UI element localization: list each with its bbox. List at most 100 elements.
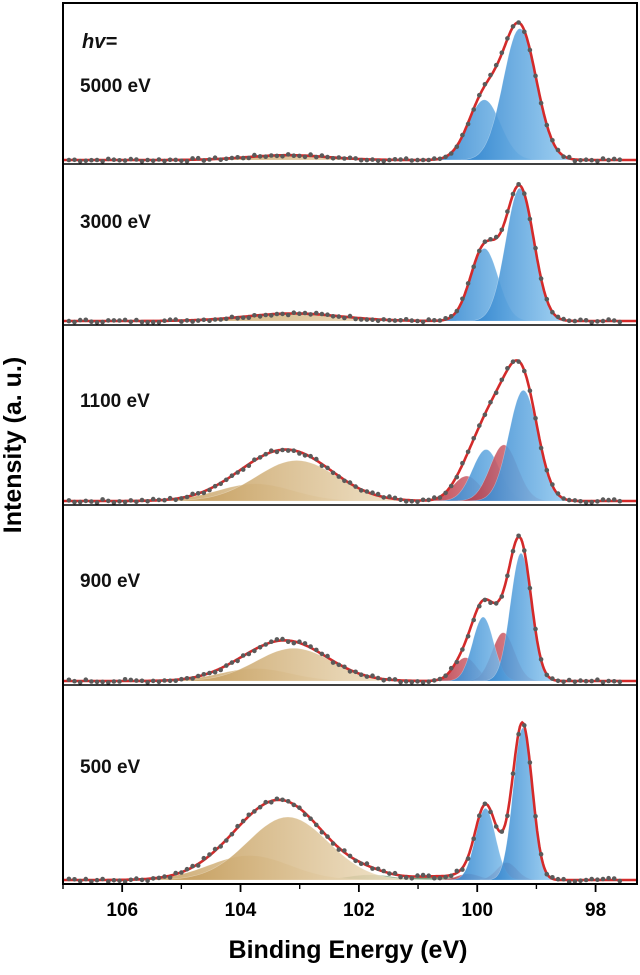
data-point	[347, 669, 353, 674]
data-point	[184, 494, 190, 500]
data-point	[583, 318, 589, 323]
data-point	[488, 399, 493, 405]
data-point	[465, 121, 471, 127]
data-point	[493, 390, 499, 396]
data-point	[330, 314, 336, 319]
data-point	[184, 676, 190, 681]
data-point	[544, 122, 550, 128]
data-point	[139, 319, 145, 325]
data-point	[606, 497, 611, 503]
data-point	[134, 678, 139, 683]
data-point	[308, 453, 313, 459]
data-point	[460, 132, 465, 138]
data-point	[257, 154, 263, 159]
data-point	[572, 679, 578, 685]
data-point	[224, 663, 229, 668]
data-point	[561, 876, 566, 882]
data-point	[218, 844, 223, 849]
data-point	[347, 480, 353, 485]
data-point	[325, 834, 330, 839]
data-point	[167, 317, 173, 323]
data-point	[162, 874, 167, 879]
data-point	[550, 138, 555, 143]
fit-envelope	[63, 535, 637, 683]
data-point	[128, 156, 134, 162]
data-point	[252, 648, 257, 654]
data-point	[167, 157, 173, 163]
data-point	[117, 679, 122, 684]
data-point	[510, 24, 516, 29]
data-point	[375, 866, 381, 872]
data-point	[291, 153, 297, 158]
data-point	[364, 489, 370, 494]
data-point	[106, 680, 111, 685]
data-point	[437, 495, 443, 500]
data-point	[319, 153, 325, 158]
data-point	[235, 470, 240, 475]
data-point	[314, 822, 319, 828]
data-point	[493, 234, 499, 240]
data-point	[139, 159, 145, 164]
fit-envelope	[63, 359, 637, 503]
data-point	[274, 311, 280, 317]
x-tick-label: 106	[106, 900, 138, 921]
data-point	[145, 157, 150, 163]
data-point	[100, 159, 105, 164]
data-point	[370, 157, 375, 162]
data-point	[471, 264, 477, 270]
data-point	[179, 870, 184, 875]
data-point	[617, 319, 623, 325]
data-point	[285, 152, 291, 157]
data-point	[128, 677, 134, 683]
data-point	[162, 497, 167, 503]
data-point	[544, 871, 550, 877]
data-point	[443, 490, 448, 496]
data-point	[611, 318, 617, 323]
data-point	[224, 156, 229, 162]
data-point	[566, 154, 572, 160]
data-point	[218, 157, 223, 162]
data-point	[600, 156, 606, 161]
data-points	[66, 533, 623, 685]
data-point	[381, 495, 387, 500]
fit-envelope	[63, 183, 637, 323]
data-point	[572, 879, 578, 884]
data-point	[370, 317, 375, 323]
data-point	[566, 677, 572, 683]
data-point	[89, 157, 94, 163]
data-point	[336, 662, 342, 668]
data-point	[179, 319, 184, 324]
data-point	[336, 847, 342, 852]
data-point	[229, 473, 235, 479]
data-point	[173, 157, 178, 163]
data-point	[488, 809, 493, 815]
data-point	[224, 477, 229, 483]
data-point	[437, 875, 443, 881]
data-point	[499, 377, 505, 383]
data-point	[285, 639, 291, 644]
data-point	[100, 319, 105, 325]
data-point	[122, 158, 128, 163]
data-point	[297, 805, 302, 810]
data-point	[173, 870, 178, 876]
data-point	[589, 157, 594, 163]
data-point	[398, 679, 403, 685]
data-point	[499, 594, 505, 599]
data-point	[195, 491, 201, 496]
data-point	[420, 319, 426, 325]
data-point	[257, 455, 263, 460]
data-point	[516, 533, 521, 539]
data-point	[403, 499, 409, 504]
data-point	[595, 677, 600, 682]
panel-label: 5000 eV	[80, 76, 151, 97]
data-point	[460, 460, 465, 466]
data-point	[190, 156, 195, 161]
data-point	[94, 679, 100, 685]
data-point	[269, 153, 274, 158]
panel-label: 500 eV	[80, 757, 141, 778]
data-point	[201, 317, 207, 323]
data-point	[437, 156, 443, 162]
data-point	[505, 813, 510, 819]
data-point	[291, 448, 297, 454]
data-point	[499, 227, 505, 233]
